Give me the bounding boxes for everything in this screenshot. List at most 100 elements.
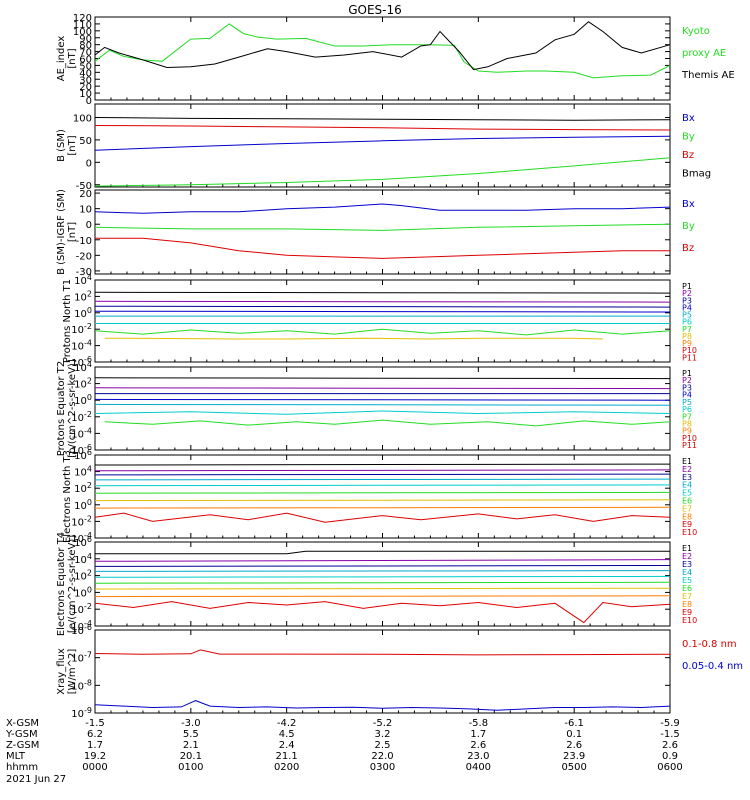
y-tick-label-exp: 6 [87,535,92,544]
y-tick-label: 10-2 [71,514,92,529]
legend-label: E8 [682,600,692,609]
legend-label: Bz [682,243,694,254]
y-tick-label-base: 10 [71,325,84,336]
y-axis-label: B (SM)-IGRF (SM)[nT] [56,189,78,275]
y-tick-label: 10-6 [71,443,92,458]
legend-label: E2 [682,552,692,561]
y-axis-label: AE_index[nT] [56,36,78,82]
y-tick-label-base: 10 [74,538,87,549]
y-axis-label-line: B (SM)-IGRF (SM) [56,189,67,275]
legend-label: E1 [682,544,692,553]
y-tick-label-base: 10 [74,363,87,374]
y-tick-label: 30 [79,75,92,86]
footer-value: 23.9 [563,751,585,762]
legend-label: P5 [682,311,692,320]
y-tick-label-base: 10 [71,413,84,424]
y-tick-label: 10-7 [71,650,92,665]
y-tick-label-exp: 4 [87,464,92,473]
y-tick-label: 10-8 [71,678,92,693]
y-tick-label: 100 [74,305,92,320]
y-tick-label-base: 10 [71,358,84,369]
series-line-p7 [104,419,671,427]
y-tick-label-exp: -8 [84,678,92,687]
series-line-e3 [94,473,671,476]
y-axis-label-line: Xray_flux [56,648,67,695]
y-tick-label: 106 [74,448,92,463]
footer-value: 0500 [561,762,586,773]
series-line-p2 [94,387,671,390]
y-axis-label: Electrons Equator T4[e/(cm^2-s-sr-keV)] [56,532,78,636]
legend-label: E5 [682,489,692,498]
legend-label: Bmag [682,168,711,179]
y-tick-label: 104 [74,273,92,288]
panel-frame [94,16,671,101]
y-tick-label: 104 [74,464,92,479]
y-axis-label-line: B (SM) [56,129,67,162]
y-tick-label: 80 [79,41,92,52]
y-tick-label-exp: 6 [87,448,92,457]
y-tick-label-exp: -2 [84,409,92,418]
series-line-e4 [94,478,671,481]
y-tick-label-base: 10 [71,681,84,692]
footer-row-label: Y-GSM [5,729,38,740]
y-tick-label: -10 [76,236,92,247]
legend-label: E7 [682,592,692,601]
legend-label: P2 [682,289,692,298]
series-line-bz [94,125,671,131]
legend-label: P1 [682,369,692,378]
series-line-e1 [95,550,670,555]
series-line-e7 [94,499,671,502]
y-tick-label-base: 10 [71,534,84,545]
y-tick-label: 10-6 [71,623,92,638]
y-tick-label: 0 [86,96,92,107]
y-tick-label: 104 [74,551,92,566]
series-line-p7 [94,328,671,336]
legend-label: Bz [682,150,694,161]
y-tick-label: 100 [74,393,92,408]
y-tick-label-base: 10 [74,572,87,583]
y-tick-label-exp: -4 [84,619,92,628]
panel-frame [94,189,671,275]
series-line-p6 [94,410,671,415]
footer-value: 1.7 [470,729,486,740]
y-axis-label: Protons Equator T2[p/(cm^2-s-sr-keV)] [56,359,78,458]
legend-label: E7 [682,504,692,513]
y-tick-label-base: 10 [71,342,84,353]
footer-value: -3.0 [181,718,201,729]
y-axis-label-line: Protons North T1 [62,279,73,363]
legend-label: P4 [682,303,692,312]
series-line-e7 [94,587,671,590]
legend-label: E10 [682,616,697,625]
footer-value: 2.6 [470,740,486,751]
legend-label: P4 [682,391,692,400]
y-tick-label-exp: -4 [84,426,92,435]
legend-label: P5 [682,398,692,407]
panels: 0102030405060708090100110120AE_index[nT]… [56,13,743,720]
y-tick-label-base: 10 [71,605,84,616]
footer-value: 21.1 [276,751,298,762]
series-line-bx [94,203,671,214]
legend-label: Bx [682,199,695,210]
y-tick-label: 60 [79,55,92,66]
y-tick-label-base: 10 [71,429,84,440]
legend-label: P9 [682,339,692,348]
legend-label: P6 [682,405,692,414]
series-line-bmag [94,117,671,121]
plot-title: GOES-16 [348,3,402,17]
footer-value: 1.7 [87,740,103,751]
footer-value: 0300 [370,762,395,773]
y-tick-label: 90 [79,34,92,45]
legend-label: E9 [682,608,692,617]
footer-value: 22.0 [371,751,393,762]
footer-value: 0200 [274,762,299,773]
y-axis-label: B (SM)[nT] [56,129,78,162]
y-tick-label-exp: -6 [84,443,92,452]
y-tick-label-base: 10 [74,396,87,407]
y-axis-label-units: [nT] [67,48,78,68]
y-tick-label: 104 [74,360,92,375]
y-tick-label: -50 [76,181,92,192]
y-tick-label: 10-2 [71,409,92,424]
